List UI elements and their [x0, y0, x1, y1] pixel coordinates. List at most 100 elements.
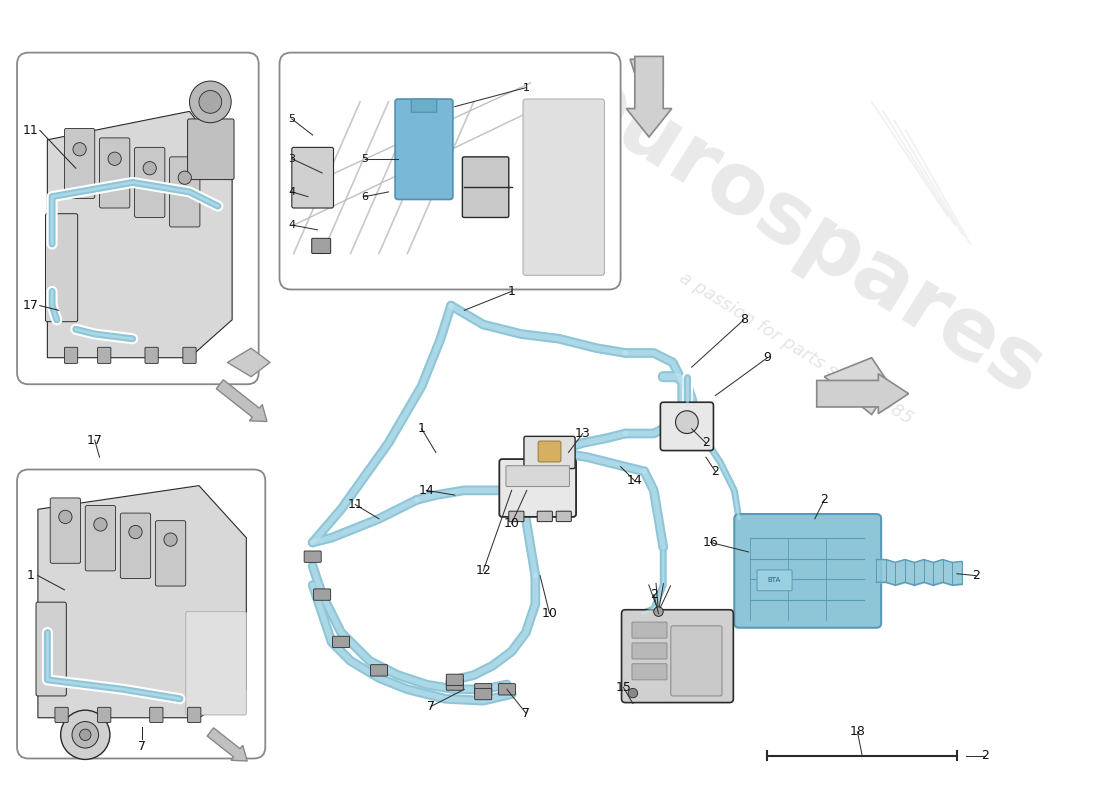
Text: BTA: BTA	[768, 578, 781, 583]
Text: 15: 15	[616, 681, 631, 694]
FancyBboxPatch shape	[188, 119, 234, 179]
FancyBboxPatch shape	[65, 347, 78, 363]
FancyBboxPatch shape	[18, 53, 258, 384]
FancyBboxPatch shape	[65, 129, 95, 198]
FancyBboxPatch shape	[524, 436, 575, 469]
FancyBboxPatch shape	[188, 707, 201, 722]
Text: 10: 10	[541, 607, 558, 620]
Text: 2: 2	[650, 588, 658, 601]
FancyBboxPatch shape	[632, 664, 667, 680]
FancyBboxPatch shape	[632, 643, 667, 659]
FancyBboxPatch shape	[304, 551, 321, 562]
FancyBboxPatch shape	[155, 521, 186, 586]
Polygon shape	[824, 358, 891, 414]
Text: 10: 10	[504, 517, 519, 530]
FancyBboxPatch shape	[537, 511, 552, 522]
Circle shape	[60, 710, 110, 759]
FancyBboxPatch shape	[98, 347, 111, 363]
FancyBboxPatch shape	[475, 684, 492, 695]
Text: 1: 1	[522, 82, 529, 93]
Circle shape	[58, 510, 72, 523]
Text: 1: 1	[508, 285, 516, 298]
Polygon shape	[37, 486, 246, 718]
Circle shape	[79, 729, 91, 741]
Text: 2: 2	[702, 437, 710, 450]
Circle shape	[653, 607, 663, 616]
FancyBboxPatch shape	[371, 665, 387, 676]
Text: 16: 16	[703, 536, 718, 549]
FancyArrow shape	[816, 374, 909, 414]
Text: 1: 1	[418, 422, 426, 435]
FancyBboxPatch shape	[522, 99, 605, 275]
FancyBboxPatch shape	[51, 498, 80, 563]
FancyBboxPatch shape	[447, 674, 463, 686]
Circle shape	[178, 171, 191, 184]
FancyBboxPatch shape	[395, 99, 453, 199]
Text: 7: 7	[521, 706, 530, 719]
FancyBboxPatch shape	[55, 707, 68, 722]
FancyBboxPatch shape	[169, 157, 200, 227]
Text: 13: 13	[575, 427, 591, 440]
Text: 6: 6	[361, 192, 368, 202]
FancyBboxPatch shape	[498, 684, 516, 695]
Circle shape	[94, 518, 107, 531]
FancyBboxPatch shape	[499, 459, 576, 517]
FancyBboxPatch shape	[447, 679, 463, 690]
Text: 2: 2	[981, 749, 989, 762]
Polygon shape	[228, 348, 270, 377]
FancyArrow shape	[207, 728, 248, 761]
Circle shape	[143, 162, 156, 175]
FancyBboxPatch shape	[411, 99, 437, 112]
FancyBboxPatch shape	[134, 147, 165, 218]
Text: 2: 2	[972, 569, 980, 582]
Polygon shape	[47, 111, 232, 358]
FancyBboxPatch shape	[332, 636, 350, 648]
Circle shape	[189, 81, 231, 122]
Text: 7: 7	[427, 700, 436, 713]
Text: a passion for parts since 1985: a passion for parts since 1985	[675, 269, 916, 428]
FancyBboxPatch shape	[314, 589, 331, 600]
FancyBboxPatch shape	[671, 626, 722, 696]
Circle shape	[73, 142, 86, 156]
FancyBboxPatch shape	[475, 688, 492, 700]
Text: 3: 3	[288, 154, 295, 164]
FancyBboxPatch shape	[538, 441, 561, 462]
Text: 9: 9	[763, 351, 771, 364]
FancyBboxPatch shape	[150, 707, 163, 722]
FancyBboxPatch shape	[183, 347, 196, 363]
Circle shape	[108, 152, 121, 166]
FancyBboxPatch shape	[45, 214, 78, 322]
FancyArrow shape	[626, 57, 672, 137]
Text: 14: 14	[418, 484, 434, 497]
FancyBboxPatch shape	[660, 402, 714, 450]
FancyBboxPatch shape	[506, 466, 570, 486]
Text: eurospares: eurospares	[552, 55, 1058, 414]
Circle shape	[164, 533, 177, 546]
FancyBboxPatch shape	[632, 622, 667, 638]
FancyBboxPatch shape	[621, 610, 734, 702]
Text: 14: 14	[627, 474, 642, 487]
Text: 2: 2	[712, 465, 719, 478]
Circle shape	[129, 526, 142, 538]
Text: 5: 5	[288, 114, 295, 124]
Text: 4: 4	[288, 187, 296, 197]
FancyBboxPatch shape	[36, 602, 66, 696]
Circle shape	[628, 688, 638, 698]
FancyArrow shape	[217, 380, 267, 422]
FancyBboxPatch shape	[86, 506, 116, 571]
FancyBboxPatch shape	[557, 511, 571, 522]
FancyBboxPatch shape	[509, 511, 524, 522]
Circle shape	[72, 722, 99, 748]
Circle shape	[199, 90, 222, 114]
Text: 4: 4	[288, 220, 296, 230]
FancyBboxPatch shape	[462, 157, 509, 218]
FancyBboxPatch shape	[98, 707, 111, 722]
Text: 7: 7	[139, 740, 146, 753]
Text: 17: 17	[87, 434, 102, 446]
Polygon shape	[630, 59, 663, 102]
FancyBboxPatch shape	[279, 53, 620, 290]
FancyBboxPatch shape	[145, 347, 158, 363]
Text: 18: 18	[849, 726, 866, 738]
FancyBboxPatch shape	[120, 513, 151, 578]
Text: 11: 11	[22, 124, 38, 137]
